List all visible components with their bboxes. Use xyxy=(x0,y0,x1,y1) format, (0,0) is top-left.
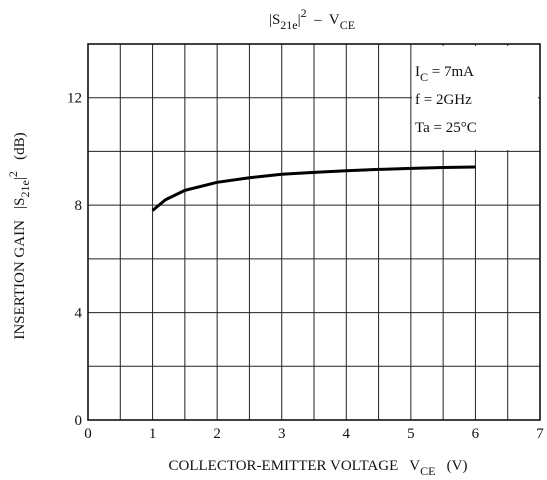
marks xyxy=(151,165,476,212)
annotation-part: I xyxy=(415,64,420,80)
x-tick-label: 1 xyxy=(149,426,157,442)
y-tick-label: 0 xyxy=(75,413,83,429)
chart-title-part: – V xyxy=(307,12,340,28)
curve xyxy=(151,165,476,212)
annotation: Ta = 25°C xyxy=(415,120,477,136)
annotation-box xyxy=(412,46,538,150)
y-axis-label-part: (dB) xyxy=(12,132,28,171)
x-tick-label: 4 xyxy=(343,426,351,442)
annotation-part: C xyxy=(420,70,428,84)
chart-title-part: 21e xyxy=(280,18,297,32)
y-axis-label-part: 2 xyxy=(6,171,20,177)
annotation-part: Ta = 25°C xyxy=(415,120,477,136)
chart-title-part: | xyxy=(298,12,301,28)
annotation: f = 2GHz xyxy=(415,92,472,108)
y-tick-label: 12 xyxy=(67,91,82,107)
x-tick-label: 5 xyxy=(407,426,415,442)
x-axis-label-part: COLLECTOR-EMITTER VOLTAGE V xyxy=(169,458,421,474)
y-tick-label: 4 xyxy=(75,306,83,322)
chart-title-part: 2 xyxy=(301,6,307,20)
x-tick-label: 3 xyxy=(278,426,286,442)
y-axis-label-part: | xyxy=(12,177,28,180)
y-tick-label: 8 xyxy=(75,198,83,214)
annotation-part: f = 2GHz xyxy=(415,92,472,108)
x-axis-label-part: CE xyxy=(420,464,435,478)
chart-title-part: |S xyxy=(269,12,280,28)
y-axis-label-part: 21e xyxy=(18,180,32,197)
x-tick-label: 0 xyxy=(84,426,92,442)
x-tick-label: 2 xyxy=(213,426,221,442)
annotation-part: = 7mA xyxy=(428,64,474,80)
annotation: IC = 7mA xyxy=(415,64,474,84)
x-tick-label: 7 xyxy=(536,426,544,442)
y-axis-label: INSERTION GAIN |S21e|2 (dB) xyxy=(6,132,32,339)
x-axis-label-part: (V) xyxy=(435,458,467,474)
chart-title: |S21e|2 – VCE xyxy=(269,6,355,32)
x-tick-label: 6 xyxy=(472,426,480,442)
x-axis-label: COLLECTOR-EMITTER VOLTAGE VCE (V) xyxy=(169,458,468,478)
chart-title-part: CE xyxy=(340,18,355,32)
plot-frame xyxy=(87,43,541,421)
y-axis-label-part: INSERTION GAIN |S xyxy=(12,197,28,339)
